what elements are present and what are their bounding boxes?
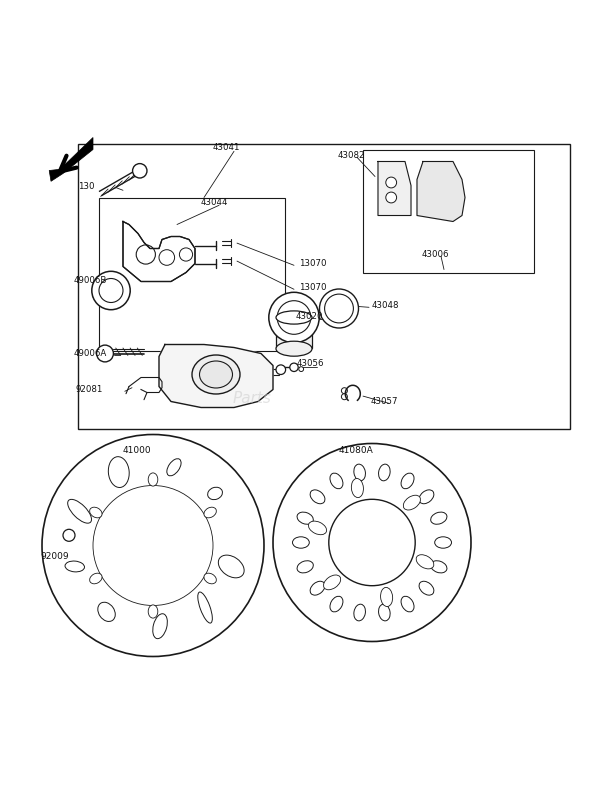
- Ellipse shape: [109, 457, 129, 487]
- Ellipse shape: [65, 561, 85, 572]
- Polygon shape: [378, 162, 411, 216]
- Polygon shape: [417, 162, 465, 221]
- Ellipse shape: [297, 512, 313, 524]
- Ellipse shape: [310, 581, 325, 595]
- Bar: [276, 317, 312, 348]
- Text: 92081: 92081: [75, 385, 103, 394]
- Ellipse shape: [297, 560, 313, 573]
- Circle shape: [42, 435, 264, 656]
- Circle shape: [277, 301, 311, 334]
- Circle shape: [102, 495, 204, 597]
- Text: 13070: 13070: [299, 259, 327, 268]
- Polygon shape: [123, 221, 195, 282]
- Ellipse shape: [434, 537, 452, 548]
- Ellipse shape: [419, 490, 434, 504]
- Circle shape: [386, 177, 397, 188]
- Bar: [363, 149, 534, 272]
- Circle shape: [99, 279, 123, 302]
- Ellipse shape: [380, 587, 392, 607]
- Text: 43041: 43041: [213, 143, 241, 152]
- Text: 43020: 43020: [296, 312, 323, 321]
- Ellipse shape: [167, 458, 181, 476]
- Ellipse shape: [379, 464, 390, 480]
- Ellipse shape: [403, 495, 421, 510]
- Circle shape: [133, 163, 147, 178]
- Ellipse shape: [401, 473, 414, 489]
- Text: 130: 130: [78, 182, 94, 192]
- Ellipse shape: [89, 573, 102, 584]
- Text: 92009: 92009: [41, 552, 70, 560]
- Polygon shape: [159, 345, 273, 407]
- Ellipse shape: [431, 512, 447, 524]
- Ellipse shape: [153, 614, 167, 639]
- Bar: [78, 144, 570, 429]
- Ellipse shape: [192, 355, 240, 394]
- Text: 41080A: 41080A: [339, 446, 374, 455]
- Ellipse shape: [199, 361, 233, 388]
- Circle shape: [179, 248, 193, 261]
- Circle shape: [276, 365, 286, 374]
- Bar: [99, 198, 285, 350]
- Circle shape: [341, 394, 347, 400]
- Ellipse shape: [323, 575, 341, 590]
- Text: 43056: 43056: [297, 360, 325, 368]
- Ellipse shape: [319, 289, 358, 328]
- Text: 43048: 43048: [372, 301, 400, 310]
- Ellipse shape: [354, 464, 365, 480]
- Ellipse shape: [379, 604, 390, 621]
- Text: Parts: Parts: [233, 391, 271, 406]
- Ellipse shape: [148, 605, 158, 618]
- Ellipse shape: [204, 507, 217, 518]
- Text: 43044: 43044: [201, 198, 229, 206]
- Polygon shape: [49, 137, 93, 181]
- Ellipse shape: [208, 487, 223, 499]
- Circle shape: [93, 485, 213, 605]
- Ellipse shape: [218, 555, 244, 578]
- Ellipse shape: [276, 341, 312, 356]
- Ellipse shape: [148, 473, 158, 486]
- Ellipse shape: [98, 602, 115, 622]
- Ellipse shape: [198, 592, 212, 623]
- Circle shape: [159, 250, 175, 265]
- Ellipse shape: [308, 521, 326, 535]
- Text: 49006A: 49006A: [74, 349, 107, 358]
- Circle shape: [273, 444, 471, 641]
- Ellipse shape: [89, 507, 102, 518]
- Text: 43057: 43057: [371, 397, 398, 406]
- Ellipse shape: [354, 604, 365, 621]
- Text: 13070: 13070: [299, 283, 327, 292]
- Text: 43006: 43006: [422, 250, 449, 259]
- Ellipse shape: [293, 537, 310, 548]
- Circle shape: [92, 272, 130, 310]
- Circle shape: [290, 363, 298, 371]
- Text: 49006B: 49006B: [74, 276, 107, 285]
- Ellipse shape: [431, 560, 447, 573]
- Circle shape: [329, 499, 415, 586]
- Circle shape: [269, 292, 319, 343]
- Ellipse shape: [310, 490, 325, 504]
- Ellipse shape: [325, 294, 353, 323]
- Ellipse shape: [352, 478, 364, 498]
- Ellipse shape: [416, 555, 434, 569]
- Ellipse shape: [330, 597, 343, 612]
- Ellipse shape: [401, 597, 414, 612]
- Ellipse shape: [276, 311, 312, 324]
- Circle shape: [341, 388, 347, 394]
- Circle shape: [97, 345, 113, 362]
- Ellipse shape: [419, 581, 434, 595]
- Ellipse shape: [68, 499, 92, 523]
- Ellipse shape: [204, 573, 217, 584]
- Circle shape: [63, 529, 75, 542]
- Text: 41000: 41000: [123, 446, 152, 455]
- Text: 43082: 43082: [337, 151, 365, 160]
- Circle shape: [386, 192, 397, 203]
- Circle shape: [299, 367, 304, 371]
- Ellipse shape: [330, 473, 343, 489]
- Circle shape: [136, 245, 155, 264]
